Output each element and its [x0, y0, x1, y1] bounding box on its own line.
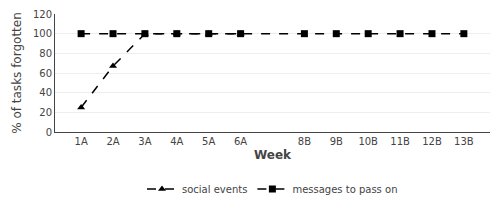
svg-text:2A: 2A	[106, 136, 119, 147]
svg-text:8B: 8B	[298, 136, 311, 147]
svg-text:messages to pass on: messages to pass on	[292, 184, 397, 195]
svg-text:13B: 13B	[454, 136, 474, 147]
svg-text:20: 20	[39, 107, 52, 118]
svg-text:6A: 6A	[234, 136, 247, 147]
svg-text:% of tasks forgotten: % of tasks forgotten	[10, 12, 24, 134]
svg-text:10B: 10B	[358, 136, 378, 147]
svg-text:4A: 4A	[170, 136, 183, 147]
svg-text:80: 80	[39, 48, 52, 59]
svg-text:60: 60	[39, 68, 52, 79]
svg-text:12B: 12B	[422, 136, 442, 147]
svg-text:9B: 9B	[330, 136, 343, 147]
svg-text:Week: Week	[254, 148, 292, 162]
svg-text:11B: 11B	[390, 136, 410, 147]
svg-text:3A: 3A	[138, 136, 151, 147]
svg-text:social events: social events	[182, 184, 247, 195]
svg-text:120: 120	[33, 9, 52, 20]
svg-text:1A: 1A	[75, 136, 88, 147]
svg-text:40: 40	[39, 87, 52, 98]
svg-text:5A: 5A	[202, 136, 215, 147]
svg-text:0: 0	[46, 127, 52, 138]
svg-text:100: 100	[33, 28, 52, 39]
